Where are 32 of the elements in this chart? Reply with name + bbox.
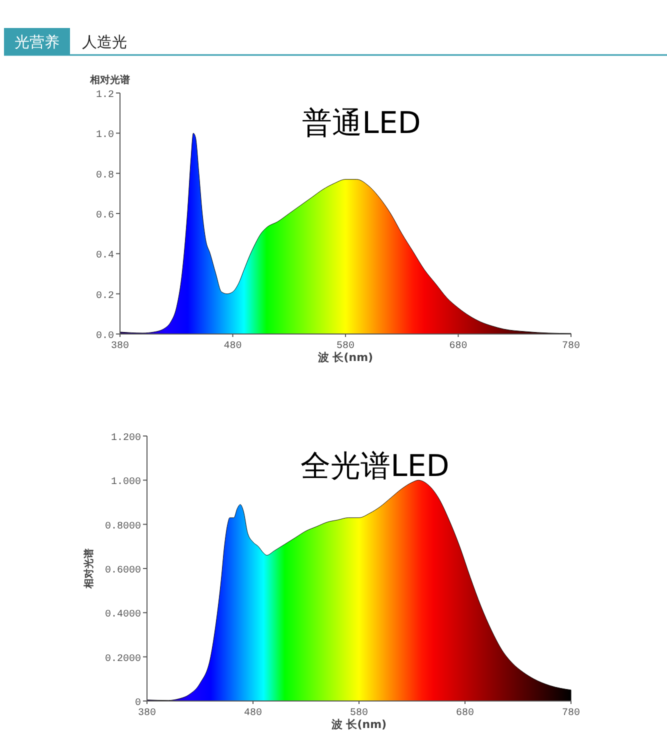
x-tick-label: 380: [138, 708, 156, 719]
y-tick-label: 0.2: [96, 290, 114, 302]
x-tick-label: 780: [562, 708, 580, 719]
y-tick-label: 1.200: [110, 433, 141, 444]
x-tick-label: 680: [456, 708, 474, 719]
y-tick-label: 1.0: [96, 130, 114, 142]
text: 普通LED: [302, 106, 421, 141]
x-tick-label: 680: [449, 341, 468, 352]
x-tick-label: 480: [244, 708, 262, 719]
y-tick-label: 0.2000: [104, 654, 141, 665]
y-tick-label: 0.8000: [104, 521, 141, 532]
x-tick-label: 580: [350, 708, 368, 719]
y-tick-label: 0.6: [96, 210, 114, 222]
y-axis-title: 相对光谱: [83, 548, 95, 590]
x-axis-title: 波 长(nm): [330, 718, 387, 731]
x-tick-label: 380: [110, 341, 130, 352]
text: 全光谱LED: [300, 449, 450, 484]
y-axis-title: 相对光谱: [89, 74, 130, 86]
x-tick-label: 580: [336, 341, 355, 352]
y-tick-label: 0.0: [96, 331, 114, 342]
y-tick-label: 1.2: [96, 90, 114, 101]
text: 人造光: [82, 33, 127, 51]
x-tick-label: 780: [562, 341, 580, 352]
y-tick-label: 0.8: [96, 170, 114, 182]
y-tick-label: 0.4: [96, 250, 114, 262]
x-tick-label: 480: [224, 341, 242, 352]
text: 光营养: [14, 33, 60, 51]
y-tick-label: 0: [134, 698, 141, 709]
y-tick-label: 1.000: [110, 477, 141, 488]
y-tick-label: 0.4000: [104, 610, 141, 621]
x-axis-title: 波 长(nm): [316, 351, 374, 364]
y-tick-label: 0.6000: [104, 566, 141, 576]
